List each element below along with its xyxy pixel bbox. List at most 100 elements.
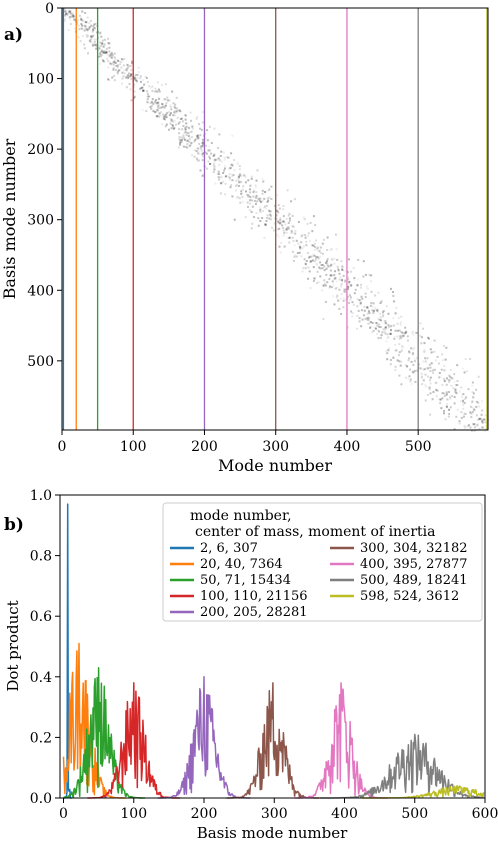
heatmap-cell bbox=[373, 326, 376, 329]
heatmap-cell bbox=[322, 284, 325, 287]
heatmap-cell bbox=[377, 318, 380, 321]
heatmap-cell bbox=[315, 247, 318, 250]
heatmap-cell bbox=[188, 137, 191, 140]
heatmap-cell bbox=[412, 348, 415, 351]
heatmap-cell bbox=[304, 234, 307, 237]
heatmap-cell bbox=[282, 234, 285, 237]
heatmap-cell bbox=[255, 194, 258, 197]
heatmap-cell bbox=[469, 405, 472, 408]
heatmap-cell bbox=[201, 159, 204, 162]
heatmap-cell bbox=[111, 62, 114, 65]
heatmap-cell bbox=[171, 124, 174, 127]
heatmap-cell bbox=[427, 336, 430, 339]
heatmap-cell bbox=[84, 28, 87, 31]
heatmap-cell bbox=[276, 218, 278, 221]
heatmap-cell bbox=[207, 160, 210, 163]
heatmap-cell bbox=[131, 62, 133, 65]
heatmap-cell bbox=[252, 195, 255, 198]
heatmap-cell bbox=[328, 278, 331, 280]
legend-entry-label: 200, 205, 28281 bbox=[200, 605, 308, 620]
heatmap-cell bbox=[103, 50, 106, 53]
heatmap-cell bbox=[312, 215, 315, 218]
heatmap-cell bbox=[378, 326, 380, 328]
heatmap-cell bbox=[295, 239, 298, 242]
heatmap-cell bbox=[432, 391, 435, 394]
heatmap-cell bbox=[221, 176, 223, 179]
heatmap-cell bbox=[456, 408, 459, 411]
heatmap-cell bbox=[482, 418, 485, 421]
heatmap-cell bbox=[381, 331, 384, 334]
heatmap-cell bbox=[329, 269, 332, 272]
heatmap-cell bbox=[382, 311, 384, 314]
x-tick-label: 300 bbox=[261, 806, 288, 822]
heatmap-cell bbox=[196, 116, 199, 118]
heatmap-cell bbox=[411, 360, 414, 363]
heatmap-cell bbox=[257, 217, 260, 220]
heatmap-cell bbox=[64, 10, 67, 13]
heatmap-cell bbox=[471, 400, 474, 403]
heatmap-cell bbox=[253, 216, 255, 218]
heatmap-cell bbox=[365, 273, 367, 276]
heatmap-cell bbox=[133, 77, 136, 80]
heatmap-cell bbox=[156, 101, 159, 104]
heatmap-cell bbox=[240, 191, 243, 194]
heatmap-cell bbox=[181, 128, 184, 131]
heatmap-cell bbox=[370, 290, 373, 293]
heatmap-cell bbox=[224, 167, 226, 170]
heatmap-cell bbox=[177, 146, 180, 149]
heatmap-cell bbox=[228, 178, 231, 181]
heatmap-cell bbox=[106, 54, 109, 57]
heatmap-cell bbox=[101, 59, 104, 62]
heatmap-cell bbox=[197, 135, 200, 138]
heatmap-cell bbox=[255, 191, 258, 194]
heatmap-cell bbox=[278, 227, 281, 230]
heatmap-cell bbox=[398, 343, 401, 346]
heatmap-cell bbox=[123, 69, 126, 72]
heatmap-cell bbox=[202, 143, 205, 146]
heatmap-cell bbox=[279, 222, 281, 225]
heatmap-cell bbox=[240, 193, 243, 195]
heatmap-cell bbox=[261, 192, 264, 195]
heatmap-cell bbox=[100, 42, 103, 45]
heatmap-cell bbox=[396, 335, 399, 338]
heatmap-cell bbox=[448, 408, 450, 411]
heatmap-cell bbox=[321, 252, 324, 255]
heatmap-cell bbox=[448, 413, 451, 415]
heatmap-cell bbox=[272, 229, 275, 232]
heatmap-cell bbox=[478, 427, 481, 430]
heatmap-cell bbox=[449, 397, 452, 400]
heatmap-cell bbox=[87, 34, 90, 37]
heatmap-cell bbox=[196, 137, 199, 140]
heatmap-cell bbox=[180, 139, 183, 142]
heatmap-cell bbox=[240, 181, 243, 184]
heatmap-cell bbox=[414, 380, 417, 383]
heatmap-cell bbox=[309, 255, 312, 258]
heatmap-cell bbox=[199, 169, 202, 172]
heatmap-cell bbox=[472, 392, 475, 395]
heatmap-cell bbox=[360, 301, 362, 304]
heatmap-cell bbox=[184, 128, 187, 131]
heatmap-cell bbox=[187, 135, 190, 138]
heatmap-cell bbox=[453, 428, 456, 431]
heatmap-cell bbox=[191, 154, 194, 157]
heatmap-cell bbox=[132, 84, 135, 87]
heatmap-cell bbox=[441, 353, 444, 356]
heatmap-cell bbox=[190, 142, 193, 144]
heatmap-cell bbox=[83, 29, 86, 32]
heatmap-cell bbox=[218, 163, 221, 166]
heatmap-cell bbox=[462, 393, 465, 396]
heatmap-cell bbox=[400, 383, 403, 386]
y-tick-label: 0.8 bbox=[30, 549, 52, 565]
heatmap-cell bbox=[67, 16, 70, 19]
heatmap-cell bbox=[210, 152, 213, 155]
heatmap-cell bbox=[139, 75, 142, 78]
heatmap-cell bbox=[268, 196, 271, 199]
heatmap-cell bbox=[129, 74, 132, 77]
heatmap-cell bbox=[342, 299, 345, 302]
heatmap-cell bbox=[426, 367, 429, 370]
heatmap-cell bbox=[483, 418, 486, 421]
heatmap-cell bbox=[277, 220, 280, 223]
heatmap-cell bbox=[126, 69, 128, 72]
heatmap-cell bbox=[233, 168, 236, 171]
